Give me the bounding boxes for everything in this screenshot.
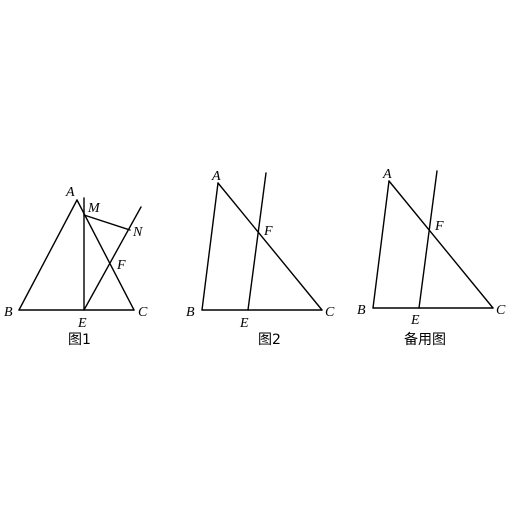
point-label-m: M [87,201,101,216]
point-label-f: F [434,219,444,234]
point-label-a: A [211,169,221,184]
point-label-a: A [65,185,75,200]
point-label-c: C [325,305,335,320]
segment-ab [201,182,219,311]
figure-3: A F B E C 备用图 [357,167,506,348]
segment-ef-line [247,172,267,311]
point-label-f: F [263,224,273,239]
point-label-b: B [186,305,195,320]
point-label-e: E [410,313,420,328]
segment-ac [388,180,494,309]
segment-ac [76,199,135,311]
point-label-n: N [132,225,143,240]
figure-2: A F B E C 图2 [186,169,335,348]
segment-ef-line [418,170,438,309]
point-label-a: A [382,167,392,182]
segment-ab [372,180,390,309]
point-label-e: E [239,316,249,331]
point-label-e: E [77,316,87,331]
point-label-b: B [4,305,13,320]
figure-1: A M N F B E C 图1 [4,185,148,348]
segment-ac [217,182,323,311]
point-label-f: F [116,258,126,273]
point-label-c: C [496,303,506,318]
segment-mn [83,214,131,231]
figure-caption: 图1 [68,332,91,348]
figure-caption: 图2 [258,332,281,348]
segment-en-ray [83,206,142,311]
point-label-b: B [357,303,366,318]
point-label-c: C [138,305,148,320]
segment-ab [18,199,78,311]
figure-caption: 备用图 [404,331,446,348]
